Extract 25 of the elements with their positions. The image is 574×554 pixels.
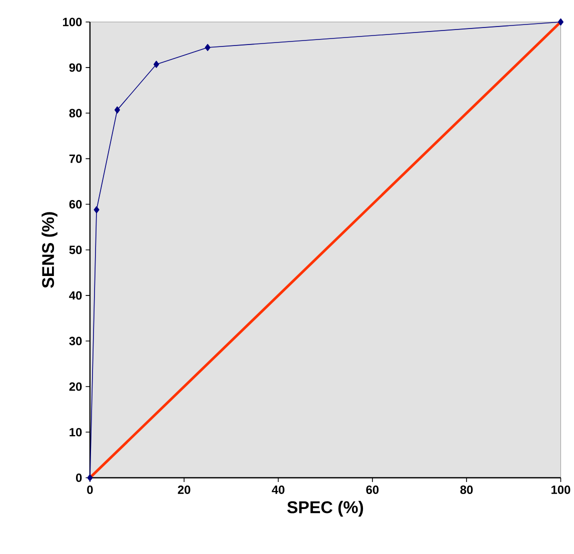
y-axis-title: SENS (%) [42,212,58,288]
x-tick-label: 0 [87,486,93,494]
point [154,60,160,68]
y-tick-label: 80 [69,109,82,118]
x-tick-label: 80 [460,486,473,494]
y-tick-label: 0 [76,474,82,482]
y-tick-label: 10 [70,428,82,437]
point [94,206,100,214]
y-tick-label: 30 [69,336,82,346]
x-axis-title: SPEC (%) [287,500,364,517]
y-tick-label: 100 [63,18,82,26]
x-tick-label: 20 [178,486,190,494]
point [204,44,210,52]
x-tick-label: 60 [366,486,379,494]
x-tick-label: 40 [272,486,284,494]
y-tick-label: 70 [69,154,82,164]
point [114,106,120,114]
y-tick-label: 40 [69,291,82,300]
x-tick-label: 100 [552,486,570,494]
y-tick-label: 90 [69,63,82,72]
y-tick-label: 20 [69,382,82,391]
y-tick-label: 50 [69,246,82,254]
point [87,474,93,482]
y-tick-label: 60 [69,200,82,209]
point [558,18,564,26]
